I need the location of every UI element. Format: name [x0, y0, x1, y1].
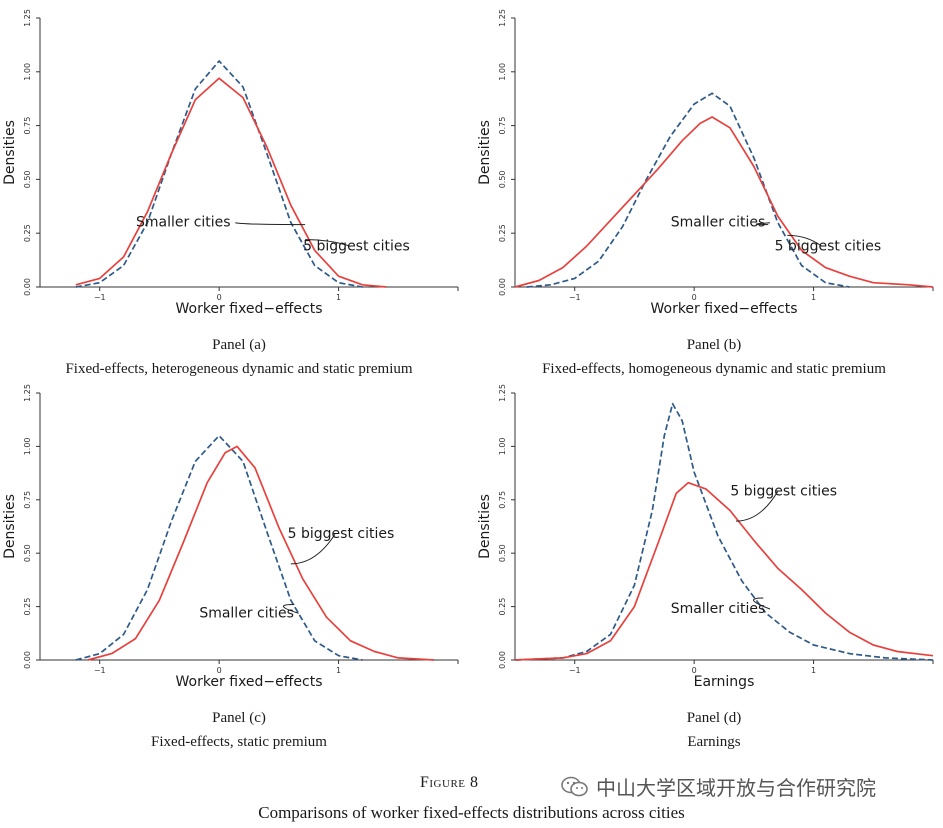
- x-axis-title: Worker fixed−effects: [175, 674, 322, 690]
- y-tick-label: 0.75: [23, 491, 32, 509]
- chart-panel-3: 0.00 0.25 0.50 0.75 1.00 1.25 −1 0 1 Densities Wor…: [2, 384, 459, 750]
- chart-panel-1: 0.00 0.25 0.50 0.75 1.00 1.25 −1 0 1 Densities Wor…: [2, 9, 459, 377]
- annotation-leader: [235, 222, 306, 226]
- wechat-icon: [561, 776, 588, 796]
- series-line-smaller-cities: [514, 402, 934, 661]
- figure-label: Figure 8: [420, 774, 479, 792]
- annotation-label: Smaller cities: [136, 215, 231, 231]
- panel-title: Panel (c): [212, 710, 266, 726]
- y-tick-label: 1.25: [498, 9, 507, 27]
- y-tick-label: 1.25: [23, 9, 32, 27]
- x-tick-label: 0: [217, 293, 222, 302]
- watermark-text: 中山大学区域开放与合作研究院: [596, 776, 876, 800]
- x-axis-title: Earnings: [694, 674, 755, 690]
- y-tick-label: 0.25: [498, 224, 507, 242]
- y-tick-label: 0.00: [498, 278, 507, 296]
- figure-caption: Comparisons of worker fixed-effects dist…: [258, 803, 685, 822]
- x-tick-label: −1: [94, 293, 106, 302]
- series-line-smaller-cities: [75, 434, 363, 661]
- annotation-leader: [753, 597, 771, 610]
- series-line-biggest-cities: [514, 116, 934, 288]
- watermark: 中山大学区域开放与合作研究院: [560, 772, 876, 801]
- y-tick-label: 0.25: [498, 598, 507, 616]
- x-tick-label: 0: [692, 293, 697, 302]
- x-tick-label: 1: [336, 666, 341, 675]
- chart-panel-4: 0.00 0.25 0.50 0.75 1.00 1.25 −1 0 1 Densities Ear…: [477, 384, 934, 750]
- x-tick-label: 0: [217, 666, 222, 675]
- y-tick-label: 0.75: [498, 491, 507, 509]
- annotation-leader: [787, 234, 823, 247]
- annotation-label: 5 biggest cities: [303, 238, 410, 254]
- y-axis-title: Densities: [477, 494, 493, 559]
- y-tick-label: 1.00: [498, 437, 507, 455]
- y-axis-title: Densities: [2, 494, 18, 559]
- annotation-leader: [735, 491, 779, 522]
- x-tick-label: −1: [569, 293, 581, 302]
- annotation-leader: [755, 222, 771, 226]
- y-tick-label: 0.50: [498, 170, 507, 188]
- x-tick-label: 1: [811, 293, 816, 302]
- y-tick-label: 0.75: [498, 117, 507, 135]
- y-tick-label: 0.75: [23, 117, 32, 135]
- y-tick-label: 1.25: [23, 384, 32, 402]
- figure: 0.00 0.25 0.50 0.75 1.00 1.25 −1 0 1 Densities Wor…: [2, 9, 934, 750]
- annotation-label: 5 biggest cities: [730, 484, 837, 500]
- x-tick-label: −1: [94, 666, 106, 675]
- y-tick-label: 0.00: [498, 651, 507, 669]
- series-line-biggest-cities: [87, 445, 435, 661]
- annotation-label: Smaller cities: [199, 605, 294, 621]
- series-line-biggest-cities: [75, 77, 387, 288]
- y-tick-label: 1.00: [498, 63, 507, 81]
- y-tick-label: 0.00: [23, 651, 32, 669]
- panel-subtitle: Fixed-effects, static premium: [151, 734, 327, 750]
- y-tick-label: 1.00: [23, 63, 32, 81]
- panel-subtitle: Fixed-effects, homogeneous dynamic and s…: [542, 361, 886, 377]
- x-tick-label: 1: [336, 293, 341, 302]
- y-tick-label: 0.00: [23, 278, 32, 296]
- series-line-smaller-cities: [75, 60, 363, 288]
- annotation-label: Smaller cities: [671, 215, 766, 231]
- y-tick-label: 1.00: [23, 437, 32, 455]
- panel-title: Panel (a): [212, 337, 266, 353]
- y-axis-title: Densities: [2, 120, 18, 185]
- y-tick-label: 0.50: [23, 544, 32, 562]
- annotation-label: Smaller cities: [671, 601, 766, 617]
- panel-title: Panel (b): [687, 337, 742, 353]
- y-tick-label: 0.25: [23, 598, 32, 616]
- series-line-smaller-cities: [526, 92, 850, 288]
- figure-label-text: Figure 8: [420, 774, 479, 791]
- annotation-leader: [305, 239, 351, 247]
- annotation-leader: [290, 533, 336, 565]
- panel-subtitle: Earnings: [687, 734, 740, 750]
- series-line-biggest-cities: [514, 481, 934, 661]
- annotation-leader: [282, 603, 299, 614]
- x-tick-label: 1: [811, 666, 816, 675]
- annotation-label: 5 biggest cities: [288, 526, 395, 542]
- x-tick-label: −1: [569, 666, 581, 675]
- x-axis-title: Worker fixed−effects: [175, 301, 322, 317]
- chart-panel-2: 0.00 0.25 0.50 0.75 1.00 1.25 −1 0 1 Densities Wor…: [477, 9, 934, 377]
- panel-subtitle: Fixed-effects, heterogeneous dynamic and…: [65, 361, 412, 377]
- x-tick-label: 0: [692, 666, 697, 675]
- y-tick-label: 0.50: [23, 170, 32, 188]
- x-axis-title: Worker fixed−effects: [650, 301, 797, 317]
- panel-title: Panel (d): [687, 710, 742, 726]
- y-axis-title: Densities: [477, 120, 493, 185]
- annotation-label: 5 biggest cities: [775, 238, 882, 254]
- y-tick-label: 0.25: [23, 224, 32, 242]
- y-tick-label: 1.25: [498, 384, 507, 402]
- y-tick-label: 0.50: [498, 544, 507, 562]
